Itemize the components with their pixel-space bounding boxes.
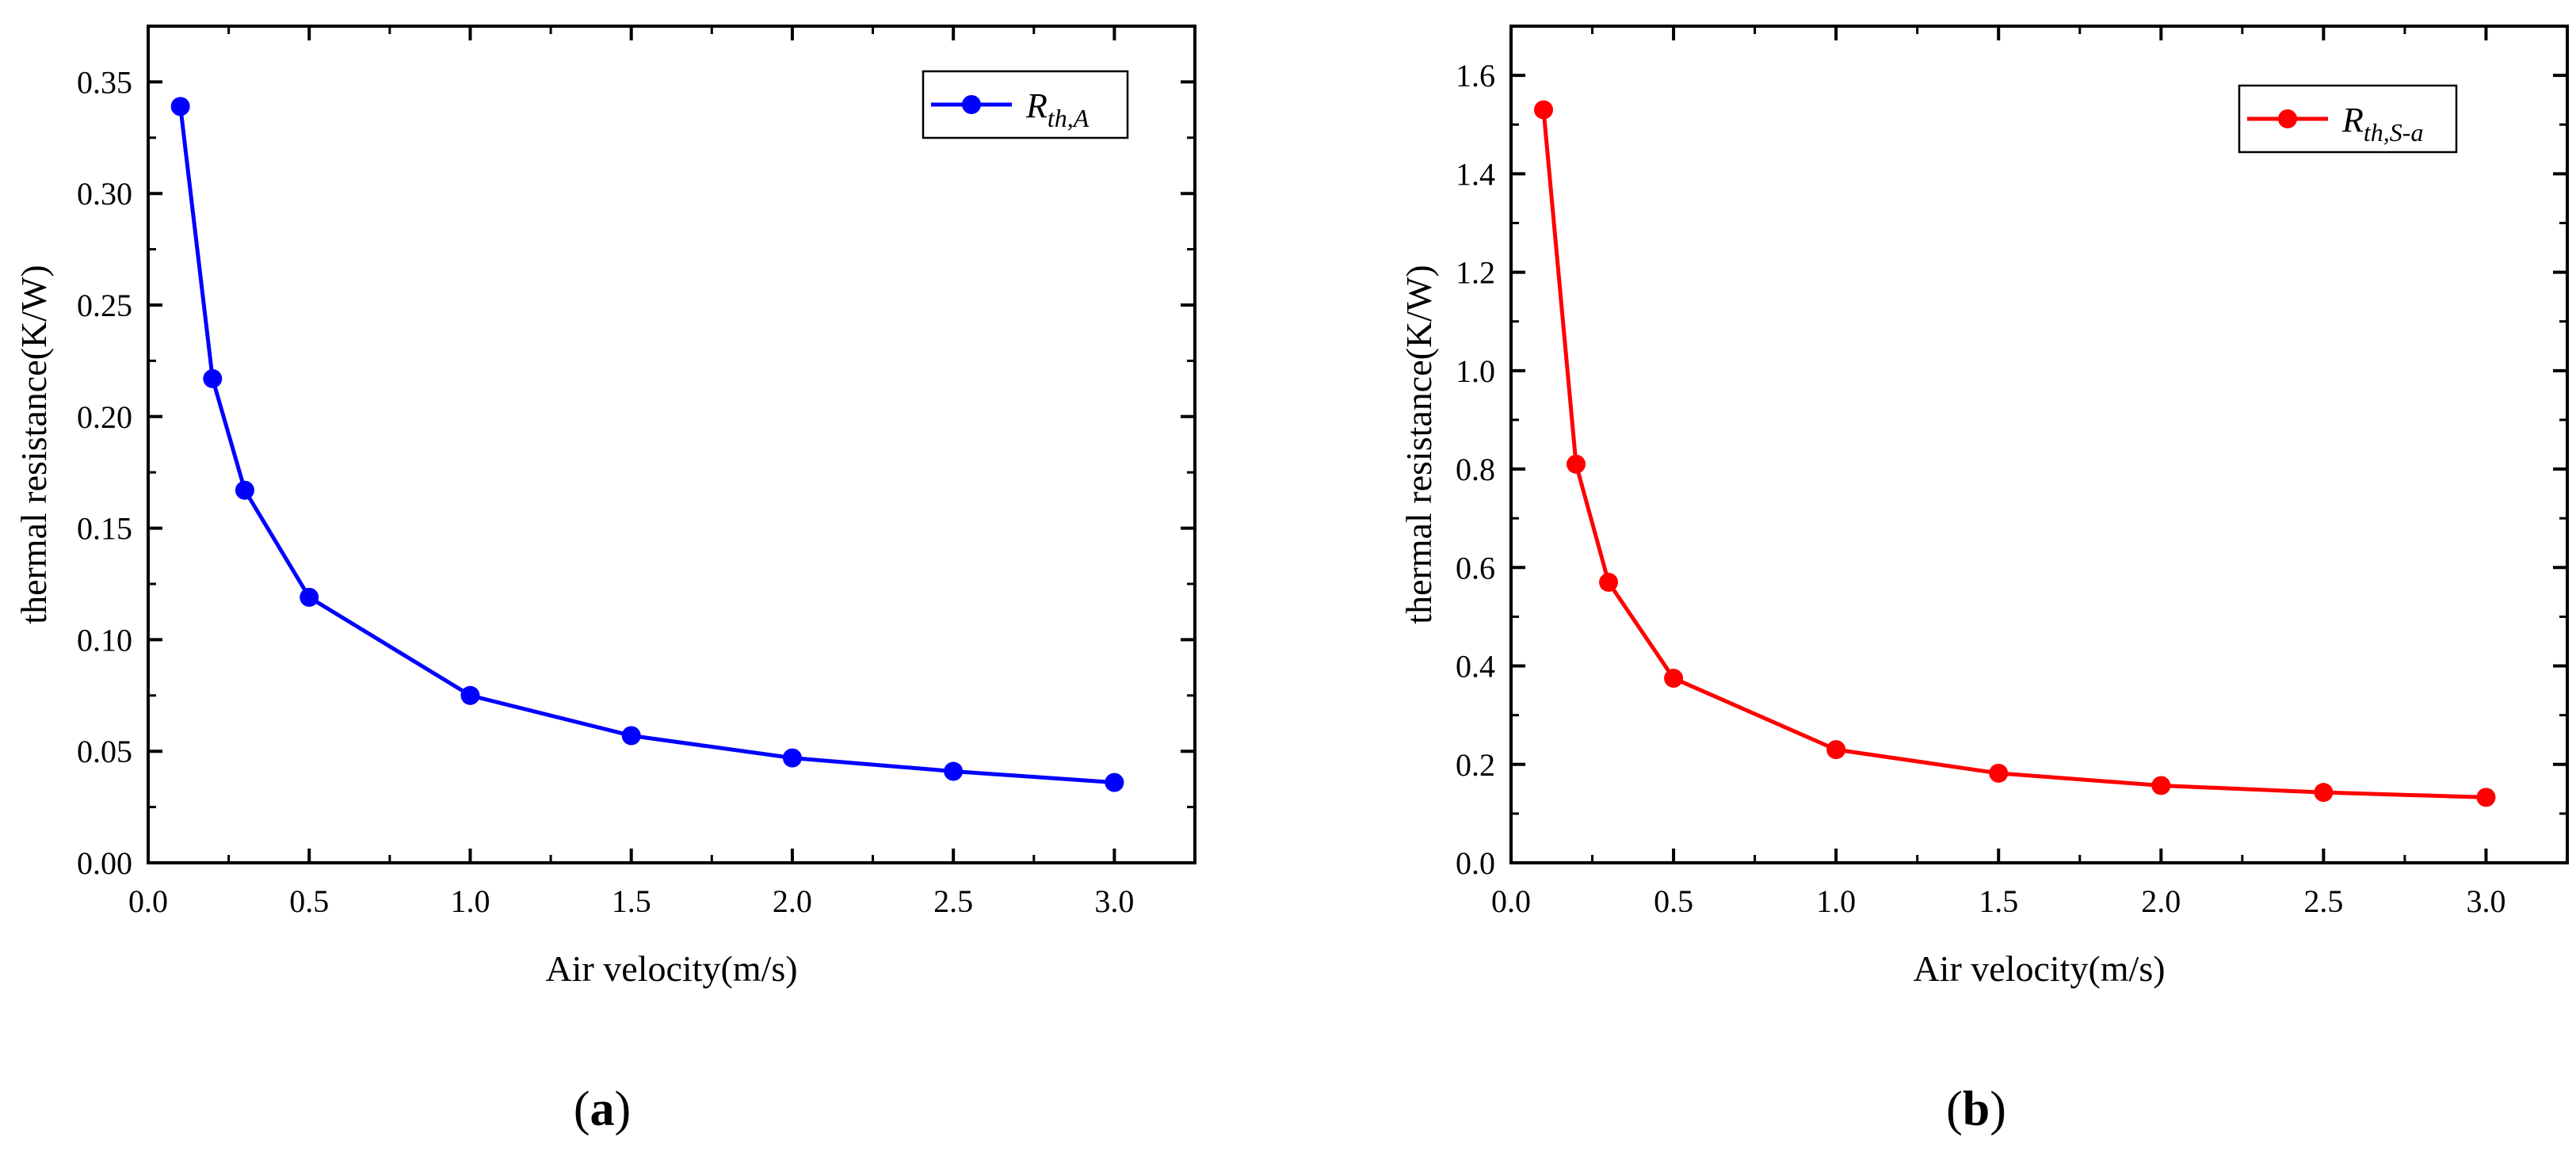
y-tick-label: 0.0 [1456, 845, 1495, 881]
x-tick-label: 0.5 [1654, 883, 1693, 919]
data-point [2476, 788, 2496, 807]
y-tick-label: 1.2 [1456, 255, 1495, 291]
x-tick-label: 2.0 [2141, 883, 2181, 919]
data-point [2314, 783, 2334, 803]
data-point [2151, 776, 2171, 795]
data-point [1826, 740, 1846, 760]
legend-label-subscript: th,S-a [2364, 118, 2424, 147]
legend-label-subscript: th,A [1048, 104, 1090, 132]
x-tick-label: 3.0 [2466, 883, 2505, 919]
data-point [235, 480, 254, 500]
legend-label-main: R [2341, 101, 2364, 139]
x-tick-label: 0.5 [289, 883, 329, 919]
series-line-a [178, 106, 1115, 785]
data-point [944, 761, 964, 781]
legend-label: Rth,S-a [2341, 101, 2423, 147]
x-tick-label: 1.0 [450, 883, 490, 919]
y-tick-label: 0.10 [77, 622, 132, 658]
chart-panel-b: 0.0 0.5 1.0 1.5 2.0 2.5 3.0 0.0 0.2 0.4 0.6 0.8 1.0 1… [1399, 25, 2569, 1136]
x-axis-label: Air velocity(m/s) [545, 948, 797, 989]
y-tick-label: 0.05 [77, 734, 132, 769]
x-tick-label: 2.0 [773, 883, 812, 919]
x-tick-label: 1.0 [1816, 883, 1856, 919]
data-point [300, 587, 319, 607]
data-point [1664, 669, 1684, 689]
x-tick-label: 0.0 [128, 883, 168, 919]
y-tick-label: 0.35 [77, 64, 132, 100]
data-point [1599, 572, 1619, 592]
plot-frame [147, 25, 1196, 864]
panel-label-close: ) [1990, 1082, 2006, 1136]
panel-label-close: ) [615, 1082, 632, 1136]
data-point [170, 97, 190, 116]
chart-panel-a: 0.0 0.5 1.0 1.5 2.0 2.5 3.0 0.00 0.05 0.10 0.15 0.2… [13, 25, 1196, 1136]
y-tick-label: 0.30 [77, 176, 132, 212]
legend: Rth,A [922, 70, 1129, 139]
x-tick-label: 2.5 [933, 883, 973, 919]
x-tick-label: 1.5 [612, 883, 651, 919]
panel-label: (b) [1946, 1082, 2006, 1136]
data-point [1567, 454, 1586, 474]
legend-marker [962, 95, 981, 114]
x-tick-label: 2.5 [2303, 883, 2343, 919]
data-point [1105, 772, 1124, 792]
panel-label-open: ( [574, 1082, 590, 1136]
series-line-b [1541, 109, 2486, 799]
x-tick-label: 3.0 [1094, 883, 1134, 919]
y-tick-label: 0.2 [1456, 747, 1495, 783]
x-tick-label: 1.5 [1979, 883, 2018, 919]
panel-label-open: ( [1946, 1082, 1963, 1136]
x-axis-label: Air velocity(m/s) [1913, 948, 2165, 989]
legend-label: Rth,A [1025, 86, 1090, 132]
y-tick-label: 0.00 [77, 845, 132, 881]
panel-label: (a) [574, 1082, 631, 1136]
data-point [203, 368, 223, 388]
y-tick-label: 0.8 [1456, 452, 1495, 487]
x-tick-label: 0.0 [1491, 883, 1531, 919]
plot-frame [1509, 25, 2569, 864]
y-tick-label: 0.6 [1456, 550, 1495, 586]
data-point [1534, 100, 1554, 120]
y-axis-label: thermal resistance(K/W) [1399, 265, 1439, 624]
panel-label-letter: b [1963, 1082, 1990, 1136]
y-tick-label: 1.0 [1456, 353, 1495, 389]
data-point [460, 685, 480, 705]
legend: Rth,S-a [2238, 84, 2458, 154]
y-tick-label: 0.20 [77, 399, 132, 435]
data-point [782, 748, 802, 768]
legend-marker [2278, 109, 2297, 128]
y-tick-label: 0.25 [77, 288, 132, 323]
panel-label-letter: a [590, 1082, 615, 1136]
y-tick-label: 0.4 [1456, 649, 1495, 685]
y-axis-label: thermal resistance(K/W) [13, 265, 54, 624]
legend-label-main: R [1025, 86, 1048, 125]
y-tick-label: 1.4 [1456, 156, 1495, 192]
data-point [621, 726, 641, 746]
y-tick-label: 1.6 [1456, 58, 1495, 93]
data-point [1989, 763, 2009, 783]
y-tick-label: 0.15 [77, 511, 132, 547]
